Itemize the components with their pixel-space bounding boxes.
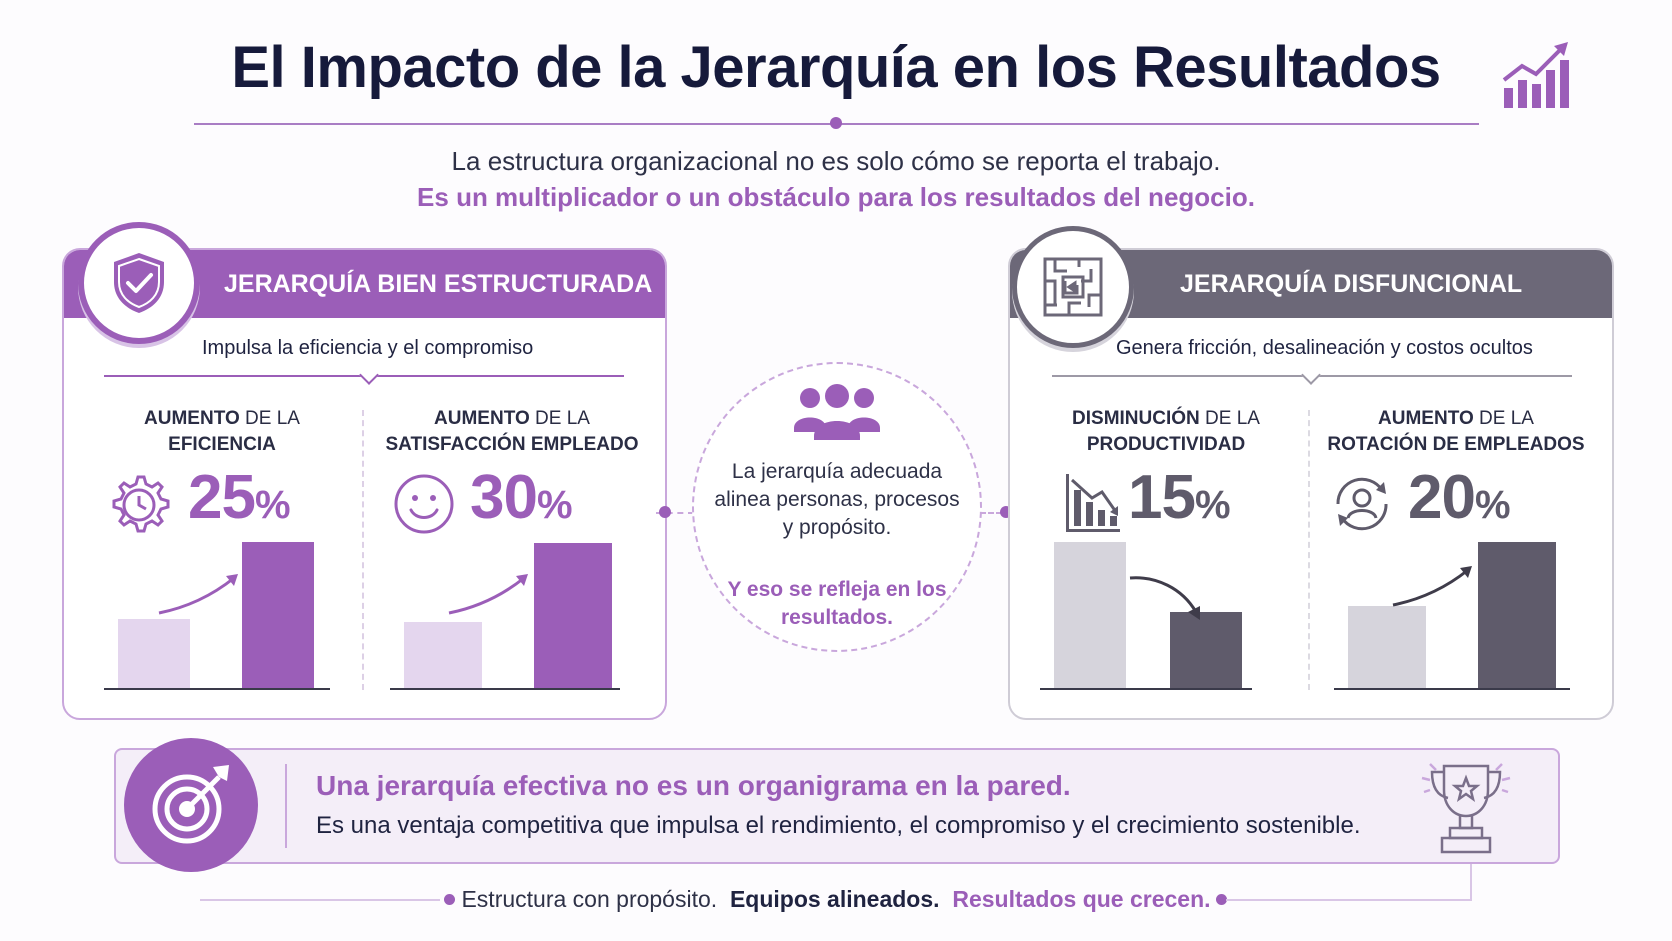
subtitle-line-2: Es un multiplicador o un obstáculo para … [417, 182, 1255, 212]
gear-clock-icon [112, 475, 170, 533]
key-message-box [114, 748, 1560, 864]
footer-line-right [1226, 899, 1472, 901]
page-title: El Impacto de la Jerarquía en los Result… [231, 35, 1441, 100]
productivity-value: 15% [1128, 463, 1231, 532]
center-message-text: La jerarquía adecuada alinea personas, p… [714, 460, 960, 539]
maze-badge [1012, 226, 1134, 348]
center-message-emphasis: Y eso se refleja en los resultados. [727, 578, 947, 629]
target-arrow-icon [152, 765, 229, 844]
footer-part-1: Estructura con propósito. [461, 886, 718, 912]
declining-chart-icon [1066, 474, 1120, 532]
down-trend-arrow-icon [1129, 576, 1200, 620]
satisfaction-label: AUMENTO DE LA SATISFACCIÓN EMPLEADO [385, 408, 639, 455]
smiley-icon [394, 474, 454, 534]
efficiency-bar-after [242, 542, 314, 688]
title-divider-dot [830, 117, 842, 129]
turnover-bar-after [1478, 542, 1556, 688]
productivity-bar-before [1054, 542, 1126, 688]
growth-chart-icon [1502, 42, 1569, 108]
footer-tagline: Estructura con propósito. Equipos alinea… [0, 886, 1672, 913]
satisfaction-value: 30% [470, 463, 573, 532]
left-connector [656, 512, 694, 514]
footer-line-connector [1470, 864, 1472, 901]
footer-part-3: Resultados que crecen. [952, 886, 1211, 912]
up-trend-arrow-icon [1392, 566, 1472, 607]
efficiency-chart-baseline [104, 688, 330, 690]
turnover-bar-chart [1334, 530, 1570, 690]
left-connector-dot [659, 506, 671, 518]
footer-part-2: Equipos alineados. [729, 886, 940, 912]
productivity-bar-after [1170, 612, 1242, 688]
footer-dot-left [444, 894, 455, 905]
turnover-bar-before [1348, 606, 1426, 688]
right-connector [980, 512, 1010, 514]
satisfaction-bar-after [534, 543, 612, 688]
footer-dot-right [1216, 894, 1227, 905]
dysfunctional-tagline: Genera fricción, desalineación y costos … [1116, 337, 1533, 359]
subtitle-line-1: La estructura organizacional no es solo … [451, 146, 1221, 176]
productivity-bar-chart [1040, 530, 1270, 690]
shield-badge [78, 222, 200, 344]
up-trend-arrow-icon [158, 574, 238, 615]
person-rotation-icon [1336, 477, 1388, 531]
productivity-chart-baseline [1040, 688, 1252, 690]
efficiency-bar-before [118, 619, 190, 688]
key-message-separator [285, 764, 287, 848]
key-message-body: Es una ventaja competitiva que impulsa e… [316, 812, 1361, 839]
team-people-icon [794, 384, 880, 440]
efficiency-bar-chart [104, 530, 330, 690]
turnover-chart-baseline [1334, 688, 1570, 690]
turnover-label: AUMENTO DE LA ROTACIÓN DE EMPLEADOS [1327, 408, 1585, 455]
left-metrics-separator [362, 410, 364, 690]
key-message-heading: Una jerarquía efectiva no es un organigr… [316, 770, 1071, 801]
right-metrics-separator [1308, 410, 1310, 690]
turnover-value: 20% [1408, 463, 1511, 532]
satisfaction-bar-before [404, 622, 482, 688]
productivity-label: DISMINUCIÓN DE LA PRODUCTIVIDAD [1072, 408, 1260, 455]
efficiency-value: 25% [188, 463, 291, 532]
efficiency-label: AUMENTO DE LA EFICIENCIA [144, 408, 300, 455]
maze-icon [1043, 257, 1103, 317]
well-structured-tagline: Impulsa la eficiencia y el compromiso [202, 337, 534, 359]
up-trend-arrow-icon [448, 574, 528, 615]
satisfaction-bar-chart [390, 530, 620, 690]
footer-line-left [200, 899, 440, 901]
center-message-circle [692, 362, 982, 652]
trophy-icon [1421, 763, 1511, 854]
shield-check-icon [114, 253, 164, 313]
satisfaction-chart-baseline [390, 688, 620, 690]
target-badge [124, 738, 258, 872]
